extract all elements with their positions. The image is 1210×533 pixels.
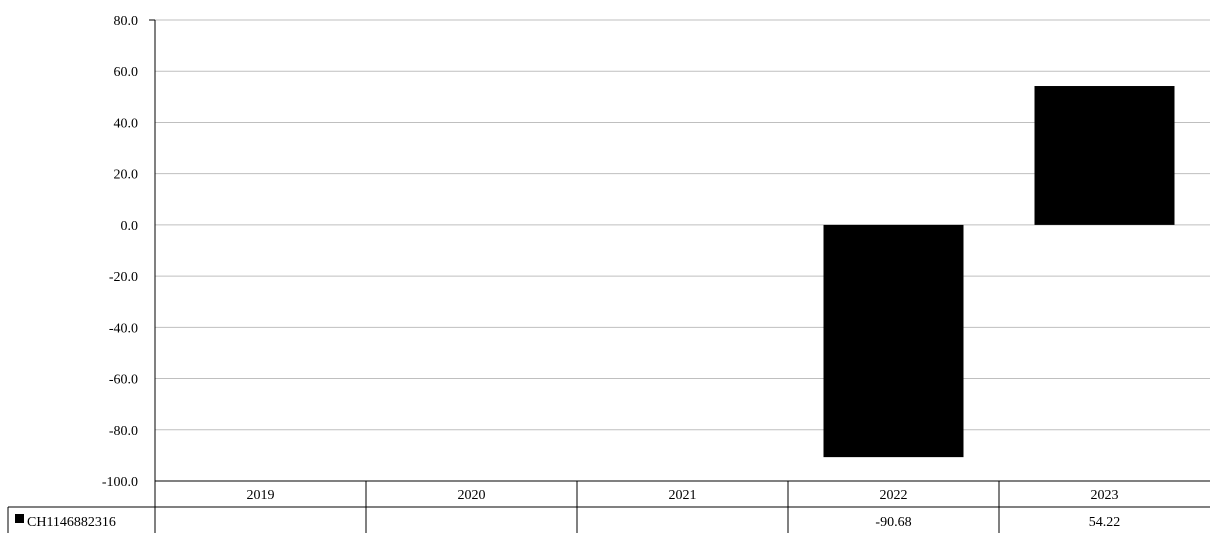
data-table: 2019 2020 2021 2022 -90.68 2023 54.22 CH1146882…: [7, 480, 1210, 533]
y-tick-label: 40.0: [114, 116, 139, 131]
bar-2023: [1034, 86, 1175, 225]
bars: [823, 86, 1175, 458]
y-tick-label: -20.0: [109, 270, 138, 285]
data-value-label: -90.68: [875, 515, 911, 530]
x-category-label: 2022: [880, 488, 908, 503]
y-tick-label: 20.0: [114, 168, 139, 183]
x-category-label: 2021: [669, 488, 697, 503]
x-category-label: 2019: [247, 488, 275, 503]
y-tick-label: -60.0: [109, 373, 138, 388]
legend-swatch: [15, 514, 24, 523]
y-tick-labels: 80.0 60.0 40.0 20.0 0.0 -20.0 -40.0 -60.0 -80.0 -…: [102, 14, 138, 490]
axes: [149, 19, 156, 481]
gridlines: [155, 19, 1210, 431]
x-category-label: 2023: [1091, 488, 1119, 503]
y-tick-label: 80.0: [114, 14, 139, 29]
y-tick-label: 0.0: [121, 219, 139, 234]
y-tick-label: -80.0: [109, 424, 138, 439]
y-tick-label: 60.0: [114, 65, 139, 80]
y-tick-label: -100.0: [102, 475, 138, 490]
bar-2022: [823, 224, 964, 458]
y-tick-label: -40.0: [109, 321, 138, 336]
data-value-label: 54.22: [1089, 515, 1121, 530]
x-category-label: 2020: [458, 488, 486, 503]
legend-series-name: CH1146882316: [27, 515, 116, 530]
